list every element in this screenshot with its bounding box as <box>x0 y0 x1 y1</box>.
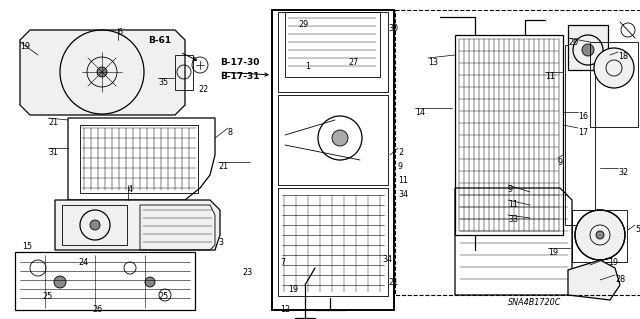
Text: 27: 27 <box>348 58 358 67</box>
Text: 14: 14 <box>415 108 425 117</box>
Circle shape <box>145 277 155 287</box>
Bar <box>62 205 127 245</box>
Text: 9: 9 <box>558 158 563 167</box>
Text: 1: 1 <box>305 62 310 71</box>
Text: 5: 5 <box>635 225 640 234</box>
Bar <box>278 95 388 185</box>
Circle shape <box>575 210 625 260</box>
Bar <box>568 25 608 70</box>
Bar <box>272 10 394 310</box>
Bar <box>175 55 193 90</box>
Text: 3: 3 <box>218 238 223 247</box>
Text: 6: 6 <box>118 28 123 37</box>
Text: 11: 11 <box>398 176 408 185</box>
Text: 13: 13 <box>428 58 438 67</box>
Bar <box>285 12 380 77</box>
Text: 33: 33 <box>508 215 518 224</box>
Bar <box>590 42 638 127</box>
Text: 2: 2 <box>398 148 403 157</box>
Text: 19: 19 <box>608 258 618 267</box>
Text: 24: 24 <box>78 258 88 267</box>
Circle shape <box>54 276 66 288</box>
Text: 17: 17 <box>578 128 588 137</box>
Text: 22: 22 <box>198 85 208 94</box>
Bar <box>395 10 640 295</box>
Circle shape <box>90 220 100 230</box>
Bar <box>80 125 198 193</box>
Text: 19: 19 <box>548 248 558 257</box>
Text: 19: 19 <box>20 42 30 51</box>
Text: 21: 21 <box>218 162 228 171</box>
Text: 18: 18 <box>618 52 628 61</box>
Text: 35: 35 <box>158 78 168 87</box>
Bar <box>455 35 563 235</box>
Bar <box>15 252 195 310</box>
Text: 7: 7 <box>280 258 285 267</box>
Text: B-17-30: B-17-30 <box>220 58 259 67</box>
Circle shape <box>332 130 348 146</box>
Polygon shape <box>20 30 185 115</box>
Text: 9: 9 <box>508 185 513 194</box>
Bar <box>272 10 394 310</box>
Text: 31: 31 <box>48 148 58 157</box>
Text: 9: 9 <box>398 162 403 171</box>
Text: 15: 15 <box>22 242 32 251</box>
Bar <box>572 210 627 262</box>
Text: SNA4B1720C: SNA4B1720C <box>508 298 561 307</box>
Text: 34: 34 <box>398 190 408 199</box>
Text: B-61: B-61 <box>148 36 171 45</box>
Text: 8: 8 <box>228 128 233 137</box>
Circle shape <box>582 44 594 56</box>
Text: 21: 21 <box>388 278 398 287</box>
Text: 26: 26 <box>92 305 102 314</box>
Text: 19: 19 <box>288 285 298 294</box>
Polygon shape <box>55 200 220 250</box>
Text: 29: 29 <box>298 20 308 29</box>
Text: 21: 21 <box>48 118 58 127</box>
Text: 11: 11 <box>545 72 555 81</box>
Text: 11: 11 <box>508 200 518 209</box>
Text: 16: 16 <box>578 112 588 121</box>
Text: 32: 32 <box>618 168 628 177</box>
Text: 4: 4 <box>128 185 133 194</box>
Circle shape <box>97 67 107 77</box>
Bar <box>278 12 388 92</box>
Text: 20: 20 <box>568 38 578 47</box>
Bar <box>565 45 595 225</box>
Text: 25: 25 <box>158 292 168 301</box>
Circle shape <box>596 231 604 239</box>
Bar <box>278 188 388 296</box>
Text: 23: 23 <box>242 268 252 277</box>
Polygon shape <box>568 260 620 300</box>
Circle shape <box>594 48 634 88</box>
Text: 25: 25 <box>42 292 52 301</box>
Text: B-17-31: B-17-31 <box>220 72 259 81</box>
Text: 12: 12 <box>280 305 290 314</box>
Text: 30: 30 <box>388 24 398 33</box>
Text: 34: 34 <box>382 255 392 264</box>
Text: 28: 28 <box>615 275 625 284</box>
